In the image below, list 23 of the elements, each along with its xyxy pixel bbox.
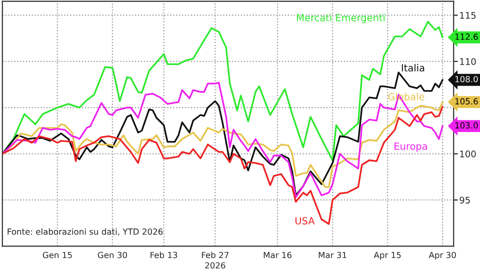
annotation: 105.6 xyxy=(455,98,478,104)
y-tick-label: 100 xyxy=(460,150,476,158)
series-label: USA xyxy=(295,217,315,224)
y-tick-label: 115 xyxy=(460,12,476,19)
annotation: 103.0 xyxy=(455,122,478,128)
y-tick-label: 110 xyxy=(460,58,476,65)
x-tick-label: Apr 15 xyxy=(374,252,401,260)
x-tick-label: Mar 16 xyxy=(264,252,292,258)
x-tick-label: Gen 15 xyxy=(42,252,72,258)
annotation: 108.0 xyxy=(455,76,478,82)
annotation: 112.6 xyxy=(455,34,478,40)
series-label: Italia xyxy=(402,64,424,72)
series-label: Mercati Emergenti xyxy=(297,14,385,24)
series-label: Europa xyxy=(394,142,427,152)
annotation: Fonte: elaborazioni su dati, YTD 2026 xyxy=(8,228,163,236)
x-tick-label: Feb 27 xyxy=(202,252,228,258)
x-axis-title: 2026 xyxy=(205,262,226,269)
line-series xyxy=(2,106,444,225)
x-tick-label: Gen 30 xyxy=(98,252,127,258)
x-tick-label: Mar 31 xyxy=(318,252,346,258)
y-tick-label: 95 xyxy=(460,196,470,204)
x-tick-label: Feb 13 xyxy=(150,252,178,258)
x-tick-label: Apr 30 xyxy=(428,252,456,260)
